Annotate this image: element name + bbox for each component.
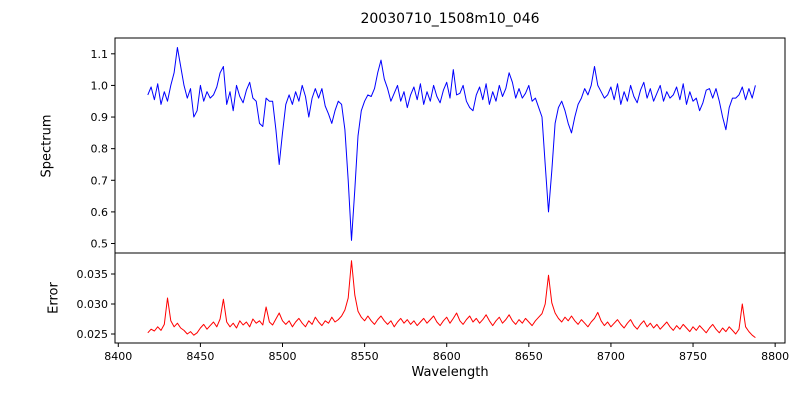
spectrum-y-tick-label: 0.6 [91, 206, 109, 219]
error-axes-frame [114, 252, 786, 344]
x-tick-label: 8600 [433, 350, 461, 363]
spectrum-y-tick-label: 1.1 [91, 48, 109, 61]
x-tick-label: 8700 [597, 350, 625, 363]
x-tick-label: 8500 [269, 350, 297, 363]
error-line-series [147, 260, 756, 339]
spectrum-y-tick-label: 0.7 [91, 174, 109, 187]
spectrum-line-series [147, 47, 756, 241]
x-tick-label: 8400 [104, 350, 132, 363]
spectrum-y-tick-label: 0.5 [91, 238, 109, 251]
x-tick-label: 8750 [679, 350, 707, 363]
spectrum-y-axis-label: Spectrum [39, 114, 55, 178]
error-y-tick-label: 0.025 [77, 328, 109, 341]
spectrum-y-tick-label: 1.0 [91, 79, 109, 92]
spectrum-y-tick-label: 0.9 [91, 111, 109, 124]
error-y-axis-label: Error [46, 282, 62, 314]
x-axis-label: Wavelength [411, 365, 489, 380]
spectrum-axes-frame [114, 37, 786, 254]
spectrum-y-tick-label: 0.8 [91, 143, 109, 156]
chart-title: 20030710_1508m10_046 [360, 11, 540, 27]
error-y-tick-label: 0.030 [77, 298, 109, 311]
x-tick-label: 8550 [351, 350, 379, 363]
error-y-tick-label: 0.035 [77, 268, 109, 281]
x-tick-label: 8450 [186, 350, 214, 363]
x-tick-label: 8800 [761, 350, 789, 363]
x-tick-label: 8650 [515, 350, 543, 363]
